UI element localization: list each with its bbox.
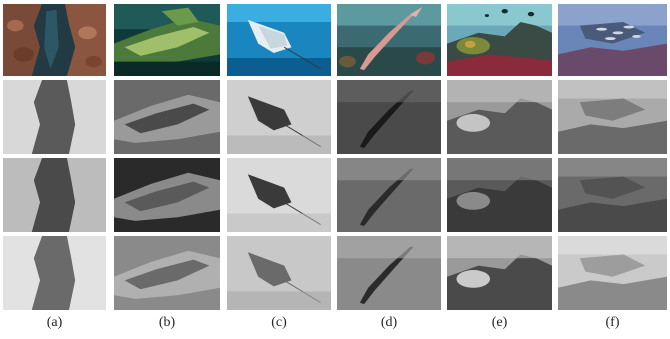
image-fish-school-row-4 [558,236,667,310]
column-label: (e) [491,315,508,330]
image-trumpetfish-row-1 [337,4,441,76]
image-divers-reef-row-1 [447,4,552,76]
image-fish-school-row-3 [558,158,667,232]
image-rock-crevice-row-3 [3,158,106,232]
image-rock-crevice-row-4 [3,236,106,310]
column-label: (d) [380,315,398,330]
image-shipwreck-row-3 [114,158,220,232]
image-rock-crevice-row-2 [3,80,106,154]
image-fish-school-row-2 [558,80,667,154]
image-divers-reef-row-4 [447,236,552,310]
column-label: (f) [605,315,620,330]
image-shipwreck-row-1 [114,4,220,76]
column-label: (c) [271,315,287,330]
column-label: (b) [158,315,176,330]
image-trumpetfish-row-2 [337,80,441,154]
image-divers-reef-row-2 [447,80,552,154]
image-shipwreck-row-4 [114,236,220,310]
image-rock-crevice-row-1 [3,4,106,76]
image-divers-reef-row-3 [447,158,552,232]
image-shipwreck-row-2 [114,80,220,154]
image-trumpetfish-row-3 [337,158,441,232]
image-fish-school-row-1 [558,4,667,76]
column-label: (a) [46,315,63,330]
image-eagle-ray-row-2 [227,80,331,154]
image-eagle-ray-row-4 [227,236,331,310]
image-eagle-ray-row-3 [227,158,331,232]
image-trumpetfish-row-4 [337,236,441,310]
image-eagle-ray-row-1 [227,4,331,76]
